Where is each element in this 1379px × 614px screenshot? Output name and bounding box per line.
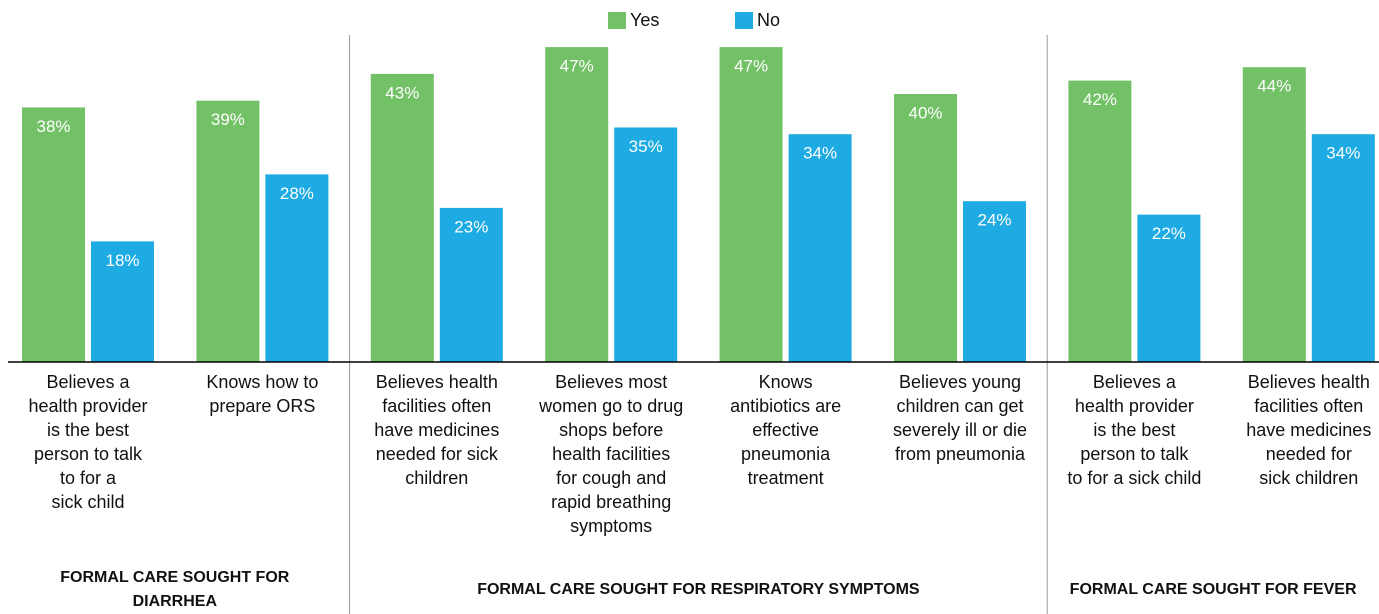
data-label: 28% (280, 184, 314, 203)
bar (370, 73, 434, 363)
data-label: 34% (803, 144, 837, 163)
data-label: 39% (211, 110, 245, 129)
data-label: 35% (629, 137, 663, 156)
legend-label: Yes (630, 10, 659, 30)
bar (894, 94, 957, 362)
bar (91, 241, 154, 362)
bar (22, 107, 85, 363)
bar (719, 47, 783, 362)
x-tick-label: Believes health facilities often have me… (374, 372, 500, 488)
legend-swatch (735, 12, 753, 29)
bar (196, 100, 260, 362)
group-label: FORMAL CARE SOUGHT FOR FEVER (1047, 566, 1379, 614)
data-label: 42% (1083, 90, 1117, 109)
x-tick-label: Believes a health provider is the best p… (28, 372, 148, 512)
x-tick-label: Believes young children can get severely… (892, 372, 1028, 464)
bar (1068, 80, 1132, 362)
bar (1242, 67, 1306, 362)
bar (788, 134, 852, 362)
data-label: 40% (908, 103, 942, 122)
bar (265, 174, 329, 362)
group-label: FORMAL CARE SOUGHT FOR RESPIRATORY SYMPT… (350, 566, 1048, 614)
bar (963, 201, 1026, 362)
x-tick-label: Knows how to prepare ORS (206, 372, 319, 416)
data-label: 34% (1326, 144, 1360, 163)
data-label: 23% (454, 217, 488, 236)
group-label-text: FORMAL CARE SOUGHT FOR FEVER (1069, 581, 1357, 598)
data-label: 43% (385, 83, 419, 102)
legend-label: No (757, 10, 780, 30)
data-label: 47% (734, 57, 768, 76)
data-label: 47% (560, 57, 594, 76)
group-label-text: FORMAL CARE SOUGHT FOR DIARRHEA (60, 569, 290, 610)
bar (545, 47, 609, 362)
x-tick-label: Believes most women go to drug shops bef… (539, 372, 684, 536)
data-label: 44% (1257, 77, 1291, 96)
data-label: 18% (105, 251, 139, 270)
data-label: 24% (977, 211, 1011, 230)
x-tick-label: Knows antibiotics are effective pneumoni… (730, 372, 842, 488)
bar (1311, 134, 1375, 362)
x-tick-label: Believes a health provider is the best p… (1067, 372, 1202, 488)
group-label: FORMAL CARE SOUGHT FOR DIARRHEA (0, 566, 350, 614)
group-label-text: FORMAL CARE SOUGHT FOR RESPIRATORY SYMPT… (477, 581, 920, 598)
bar (439, 207, 503, 362)
data-label: 38% (36, 117, 70, 136)
bar (1137, 214, 1201, 362)
x-tick-label: Believes health facilities often have me… (1246, 372, 1372, 488)
legend-swatch (608, 12, 626, 29)
data-label: 22% (1152, 224, 1186, 243)
bar (614, 127, 678, 362)
